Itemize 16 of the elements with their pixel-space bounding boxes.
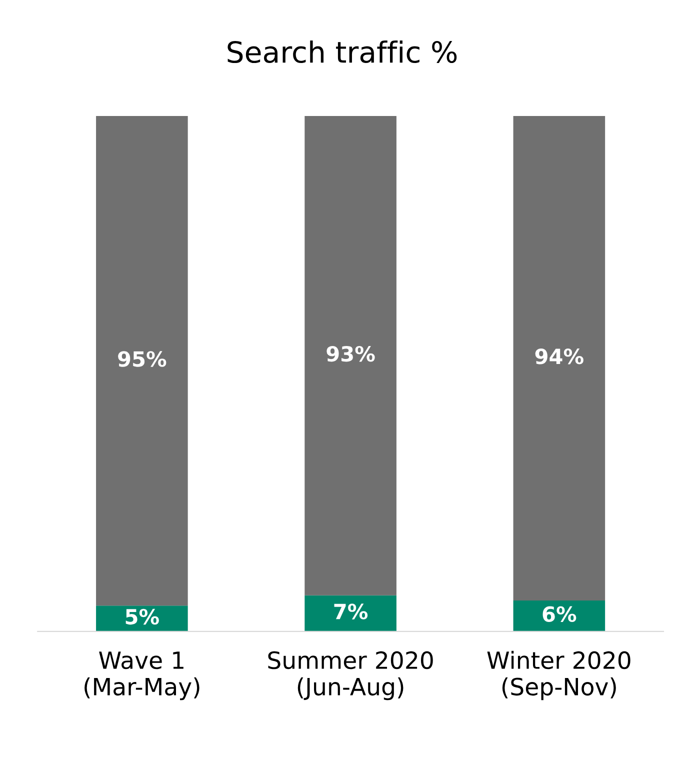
- data-label: 5%: [126, 608, 159, 625]
- bar: [96, 606, 188, 632]
- data-label: 7%: [334, 604, 368, 620]
- bar: [304, 595, 396, 632]
- x-tick-label: Wave 1 (Mar-May): [84, 652, 200, 700]
- x-tick-label: Summer 2020 (Jun-Aug): [268, 651, 433, 700]
- bar: [513, 600, 606, 632]
- bar: [513, 116, 606, 600]
- x-tick-label: Winter 2020 (Sep-Nov): [487, 650, 630, 700]
- data-label: 94%: [535, 348, 584, 364]
- data-label: 93%: [326, 346, 375, 362]
- bar: [96, 116, 188, 606]
- data-label: 95%: [118, 351, 166, 367]
- data-label: 6%: [542, 606, 576, 622]
- bar: [304, 116, 396, 596]
- chart-title: Search traffic %: [228, 40, 457, 64]
